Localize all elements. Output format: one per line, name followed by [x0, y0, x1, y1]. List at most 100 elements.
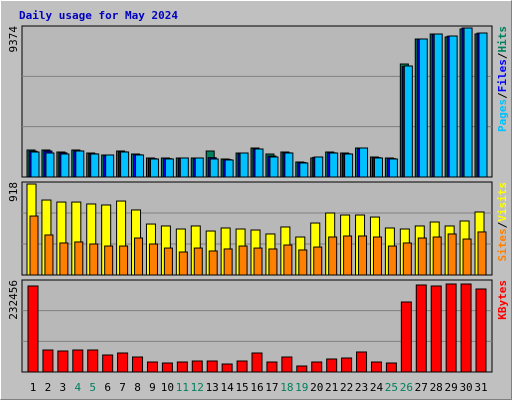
bar — [388, 158, 398, 178]
chart-title: Daily usage for May 2024 — [19, 9, 178, 22]
x-tick-label: 5 — [89, 381, 96, 394]
bar — [251, 352, 263, 373]
bar — [191, 360, 203, 373]
bar — [206, 360, 218, 373]
y-tick-label: 232456 — [7, 280, 20, 320]
bar — [223, 248, 233, 276]
bar — [163, 247, 173, 276]
x-tick-label: 18 — [280, 381, 293, 394]
bar — [89, 243, 99, 276]
x-tick-label: 20 — [310, 381, 323, 394]
bar — [343, 235, 353, 276]
x-tick-label: 28 — [430, 381, 443, 394]
bar — [478, 32, 488, 178]
bar — [164, 158, 174, 178]
bar — [344, 153, 354, 178]
bar — [356, 351, 368, 373]
bar — [298, 249, 308, 276]
x-tick-label: 29 — [445, 381, 458, 394]
x-tick-label: 16 — [250, 381, 263, 394]
bar — [283, 244, 293, 276]
legend-entry: Visits — [496, 182, 509, 222]
bar — [341, 357, 353, 373]
x-tick-label: 22 — [340, 381, 353, 394]
x-tick-label: 2 — [45, 381, 52, 394]
bar — [447, 233, 457, 276]
bar — [373, 157, 383, 178]
x-tick-label: 27 — [415, 381, 428, 394]
bar — [296, 365, 308, 373]
bar — [208, 250, 218, 276]
bar — [194, 157, 204, 178]
bar — [134, 237, 144, 276]
bar — [462, 238, 472, 276]
bar — [299, 162, 309, 178]
bar — [105, 154, 115, 178]
bar — [193, 247, 203, 276]
x-tick-label: 19 — [295, 381, 308, 394]
bar — [161, 362, 173, 373]
bar — [72, 349, 84, 373]
bar — [326, 358, 338, 373]
bar — [120, 151, 130, 178]
bar — [284, 152, 294, 178]
x-tick-label: 10 — [161, 381, 174, 394]
bar — [45, 152, 55, 178]
bar — [75, 150, 85, 178]
bar — [254, 148, 264, 178]
x-tick-label: 7 — [119, 381, 126, 394]
bar — [119, 245, 129, 276]
x-tick-label: 14 — [221, 381, 235, 394]
x-tick-label: 1 — [30, 381, 37, 394]
legend-separator: / — [496, 221, 509, 228]
bar — [266, 361, 278, 373]
legend: Pages/Files/Hits — [496, 26, 509, 132]
x-tick-label: 21 — [325, 381, 338, 394]
bar — [135, 154, 145, 178]
legend: KBytes — [496, 280, 509, 320]
bar — [209, 158, 219, 178]
bar — [132, 356, 144, 373]
bar — [417, 237, 427, 276]
bar — [475, 288, 487, 373]
x-tick-label: 31 — [474, 381, 487, 394]
x-tick-label: 11 — [176, 381, 189, 394]
legend-entry: Sites — [496, 228, 509, 261]
x-tick-label: 4 — [74, 381, 81, 394]
bar — [57, 350, 69, 373]
bar — [102, 354, 114, 373]
bar — [460, 283, 472, 373]
bar — [74, 241, 84, 276]
x-tick-label: 23 — [355, 381, 368, 394]
x-tick-label: 12 — [191, 381, 204, 394]
x-tick-label: 24 — [370, 381, 384, 394]
legend: Sites/Visits — [496, 182, 509, 262]
bar — [59, 242, 69, 276]
bar — [448, 35, 458, 178]
bar — [387, 245, 397, 276]
bar — [224, 159, 234, 178]
y-tick-label: 9374 — [7, 26, 20, 53]
bar — [30, 151, 40, 178]
x-tick-label: 15 — [235, 381, 248, 394]
bar — [27, 285, 39, 373]
bar — [238, 245, 248, 276]
bar — [445, 283, 457, 373]
x-tick-label: 26 — [400, 381, 413, 394]
bar — [146, 361, 158, 373]
bar — [117, 352, 129, 373]
bar — [385, 362, 397, 373]
legend-entry: Hits — [496, 26, 509, 53]
bar — [370, 361, 382, 373]
bar — [463, 27, 473, 178]
bar — [149, 158, 159, 178]
x-tick-label: 25 — [385, 381, 398, 394]
bar — [253, 247, 263, 276]
bar — [403, 65, 413, 178]
bar — [433, 33, 443, 178]
bar — [29, 215, 39, 276]
bar — [329, 152, 339, 178]
bar — [314, 156, 324, 178]
bar — [313, 246, 323, 276]
